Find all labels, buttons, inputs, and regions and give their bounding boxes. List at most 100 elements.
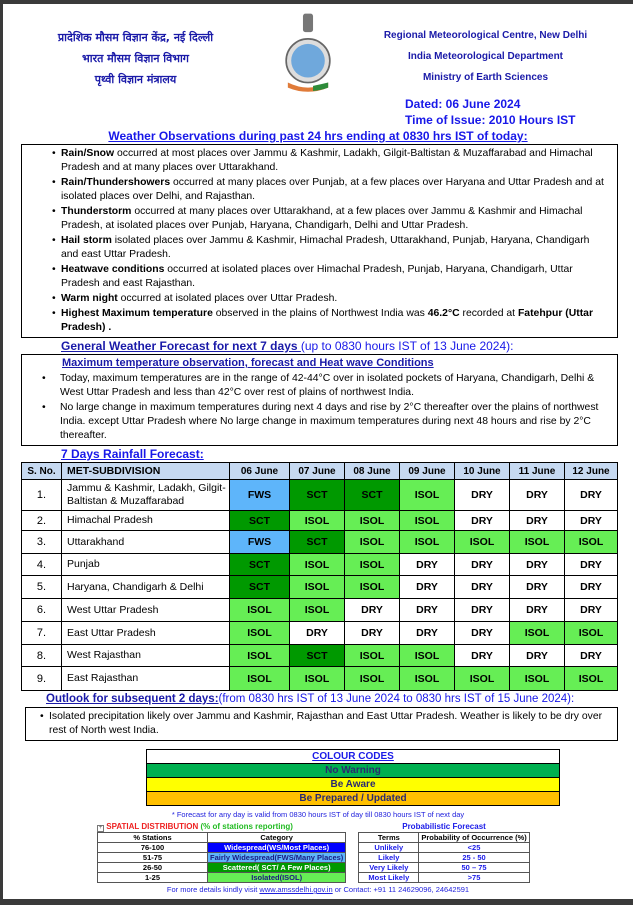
- forecast-cell: SCT: [289, 644, 345, 667]
- table-row: 4. Punjab SCT ISOL ISOL DRY DRY DRY DRY: [21, 553, 618, 576]
- prob-col-header: Probability of Occurrence (%): [418, 832, 530, 843]
- term: Very Likely: [358, 862, 420, 873]
- forecast-cell: ISOL: [229, 666, 290, 691]
- forecast-cell: ISOL: [229, 598, 290, 622]
- forecast-cell: ISOL: [454, 530, 510, 554]
- forecast-cell: ISOL: [344, 510, 400, 531]
- spatial-col-header: % Stations: [97, 832, 208, 843]
- forecast-cell: ISOL: [399, 644, 455, 667]
- table-move-handle-icon[interactable]: +: [97, 825, 104, 832]
- spatial-row: 1-25 Isolated(ISOL): [97, 872, 347, 883]
- subdivision-name: West Uttar Pradesh: [61, 598, 230, 622]
- contact-footer: For more details kindly visit www.amssde…: [166, 885, 470, 894]
- serial-number: 3.: [21, 530, 62, 554]
- column-header: 11 June: [509, 462, 565, 480]
- table-row: 9. East Rajasthan ISOL ISOL ISOL ISOL ISOL ISOL…: [21, 666, 618, 691]
- english-title-3: Ministry of Earth Sciences: [422, 72, 549, 83]
- forecast-cell: ISOL: [564, 621, 618, 645]
- forecast-cell: DRY: [454, 598, 510, 622]
- forecast-cell: ISOL: [564, 666, 618, 691]
- observation-item: Rain/Thundershowers occurred at many pla…: [46, 176, 609, 204]
- validity-footnote: * Forecast for any day is valid from 083…: [171, 810, 465, 819]
- forecast-cell: DRY: [454, 621, 510, 645]
- subdivision-name: East Uttar Pradesh: [61, 621, 230, 645]
- serial-number: 4.: [21, 553, 62, 576]
- serial-number: 6.: [21, 598, 62, 622]
- forecast-cell: ISOL: [229, 621, 290, 645]
- table-row: 7. East Uttar Pradesh ISOL DRY DRY DRY DRY ISOL…: [21, 621, 618, 645]
- station-percentage: 51-75: [97, 852, 208, 863]
- outlook-box: Isolated precipitation likely over Jammu…: [25, 707, 618, 741]
- table-row: 1. Jammu & Kashmir, Ladakh, Gilgit-Baltis…: [21, 479, 618, 511]
- station-percentage: 76-100: [97, 842, 208, 853]
- forecast-cell: ISOL: [344, 553, 400, 576]
- forecast-cell: ISOL: [289, 510, 345, 531]
- hindi-title-2: भारत मौसम विज्ञान विभाग: [82, 52, 189, 65]
- forecast-cell: ISOL: [454, 666, 510, 691]
- forecast-cell: DRY: [399, 575, 455, 599]
- observation-item: Heatwave conditions occurred at isolated…: [46, 263, 609, 291]
- spatial-heading: + SPATIAL DISTRIBUTION (% of stations re…: [97, 822, 293, 832]
- general-forecast-heading: General Weather Forecast for next 7 days…: [61, 339, 514, 353]
- colour-codes-table: COLOUR CODES No Warning Be Aware Be Prep…: [146, 749, 560, 806]
- spatial-row: 51-75 Fairly Widespread(FWS/Many Places): [97, 852, 347, 863]
- forecast-cell: DRY: [509, 479, 565, 511]
- observations-box: Rain/Snow occurred at most places over J…: [21, 144, 618, 338]
- probability: 25 - 50: [418, 852, 530, 863]
- forecast-cell: ISOL: [344, 575, 400, 599]
- observation-item-highest: Highest Maximum temperature observed in …: [46, 307, 609, 335]
- forecast-cell: SCT: [229, 575, 290, 599]
- probabilistic-section: Probabilistic Forecast Terms Probability …: [358, 822, 530, 883]
- column-header: 09 June: [399, 462, 455, 480]
- observation-item: Hail storm isolated places over Jammu & …: [46, 234, 609, 262]
- subdivision-name: Punjab: [61, 553, 230, 576]
- forecast-cell: ISOL: [509, 666, 565, 691]
- subdivision-name: Himachal Pradesh: [61, 510, 230, 531]
- forecast-cell: DRY: [399, 553, 455, 576]
- prob-col-header: Terms: [358, 832, 420, 843]
- forecast-cell: DRY: [564, 553, 618, 576]
- observation-item: Rain/Snow occurred at most places over J…: [46, 147, 609, 175]
- term: Most Likely: [358, 872, 420, 883]
- forecast-cell: ISOL: [229, 644, 290, 667]
- column-header: S. No.: [21, 462, 62, 480]
- colour-codes-title: COLOUR CODES: [312, 750, 394, 762]
- dated: Dated: 06 June 2024: [405, 97, 521, 111]
- forecast-cell: ISOL: [344, 644, 400, 667]
- outlook-item: Isolated precipitation likely over Jammu…: [34, 710, 609, 738]
- probabilistic-row: Most Likely >75: [358, 872, 530, 883]
- forecast-cell: DRY: [344, 621, 400, 645]
- forecast-cell: ISOL: [344, 666, 400, 691]
- hindi-title-3: पृथ्वी विज्ञान मंत्रालय: [94, 73, 177, 86]
- forecast-cell: DRY: [454, 644, 510, 667]
- probability: >75: [418, 872, 530, 883]
- table-header-row: S. No. MET-SUBDIVISION 06 June 07 June 08 Ju…: [21, 462, 618, 480]
- website-link[interactable]: www.amssdelhi.gov.in: [259, 885, 333, 894]
- term: Likely: [358, 852, 420, 863]
- forecast-cell: DRY: [289, 621, 345, 645]
- forecast-cell: ISOL: [289, 553, 345, 576]
- table-row: 6. West Uttar Pradesh ISOL ISOL DRY DRY DRY DRY…: [21, 598, 618, 622]
- station-percentage: 1-25: [97, 872, 208, 883]
- colour-code-be-prepared: Be Prepared / Updated: [146, 791, 560, 806]
- rainfall-heading: 7 Days Rainfall Forecast:: [61, 447, 204, 461]
- bulletin-page: प्रादेशिक मौसम विज्ञान केंद्र, नई दिल्ली…: [3, 4, 633, 899]
- observations-heading: Weather Observations during past 24 hrs …: [108, 129, 528, 143]
- probabilistic-row: Likely 25 - 50: [358, 852, 530, 863]
- column-header: MET-SUBDIVISION: [61, 462, 230, 480]
- forecast-cell: ISOL: [509, 530, 565, 554]
- rainfall-forecast-table: S. No. MET-SUBDIVISION 06 June 07 June 08 Ju…: [21, 462, 618, 691]
- probability: 50 – 75: [418, 862, 530, 873]
- observation-item: Thunderstorm occurred at many places ove…: [46, 205, 609, 233]
- serial-number: 1.: [21, 479, 62, 511]
- subdivision-name: Jammu & Kashmir, Ladakh, Gilgit-Baltista…: [61, 479, 230, 511]
- subdivision-name: Uttarakhand: [61, 530, 230, 554]
- forecast-cell: DRY: [454, 553, 510, 576]
- colour-code-be-aware: Be Aware: [146, 777, 560, 792]
- imd-emblem-icon: [278, 12, 338, 96]
- english-title-1: Regional Meteorological Centre, New Delh…: [383, 30, 588, 41]
- forecast-cell: ISOL: [399, 666, 455, 691]
- probabilistic-row: Very Likely 50 – 75: [358, 862, 530, 873]
- probabilistic-heading: Probabilistic Forecast: [402, 822, 486, 831]
- probabilistic-table: Terms Probability of Occurrence (%) Unlik…: [358, 832, 530, 883]
